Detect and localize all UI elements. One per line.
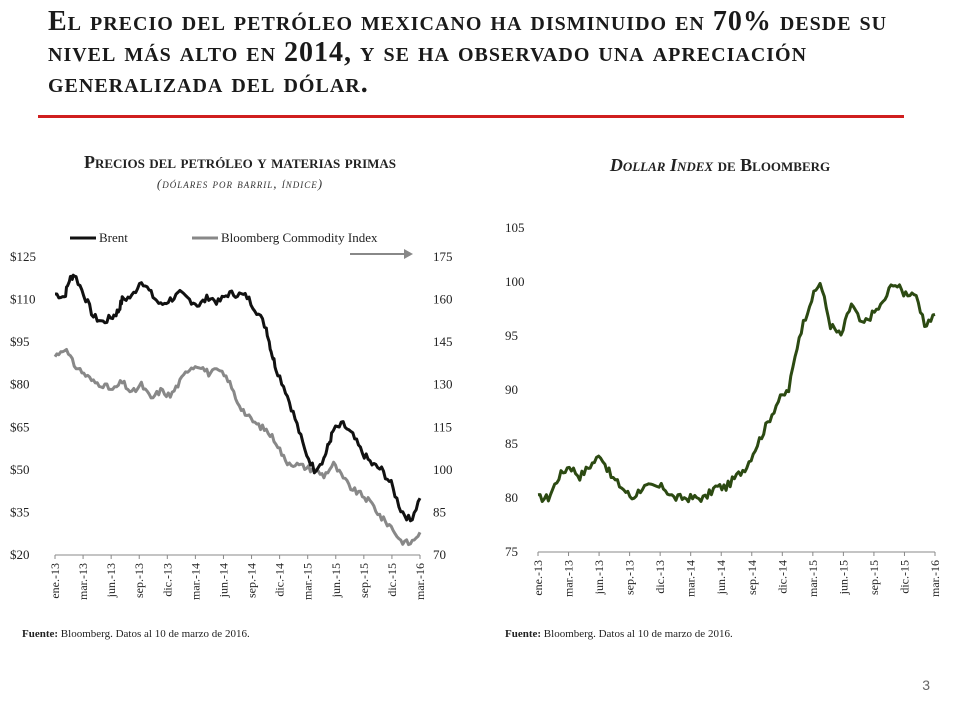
x-tick-label: mar.-14 <box>684 560 698 597</box>
right-y-tick-label: 115 <box>433 419 452 434</box>
left-y-tick-label: $110 <box>10 292 36 307</box>
right-y-tick-label: 70 <box>433 547 446 562</box>
x-tick-label: jun.-13 <box>592 560 606 595</box>
x-tick-label: dic.-14 <box>273 563 287 597</box>
left-y-tick-label: $80 <box>10 377 30 392</box>
x-tick-label: sep.-14 <box>245 563 259 598</box>
right-source-note: Fuente: Bloomberg. Datos al 10 de marzo … <box>505 628 733 640</box>
x-tick-label: sep.-15 <box>867 560 881 595</box>
left-y-tick-label: $20 <box>10 547 30 562</box>
right-y-tick-label: 100 <box>433 462 453 477</box>
y-tick-label: 80 <box>505 490 518 505</box>
left-y-tick-label: $65 <box>10 419 30 434</box>
x-tick-label: mar.-15 <box>806 560 820 597</box>
x-tick-label: jun.-15 <box>836 560 850 595</box>
y-tick-label: 95 <box>505 328 518 343</box>
right-y-tick-label: 160 <box>433 292 453 307</box>
left-y-tick-label: $35 <box>10 504 30 519</box>
page-number: 3 <box>922 677 930 693</box>
dollar-index-chart: 105 100 95 90 85 80 75 ene.-13 mar.-13 jun.-13 sep… <box>505 220 942 597</box>
x-tick-label: mar.-15 <box>301 563 315 600</box>
x-tick-label: jun.-15 <box>329 563 343 598</box>
legend-label-bloomberg-commodity-index: Bloomberg Commodity Index <box>221 230 378 245</box>
y-tick-label: 100 <box>505 274 525 289</box>
right-chart-title: Dollar Index de Bloomberg <box>520 155 920 176</box>
y-tick-label: 75 <box>505 544 518 559</box>
x-tick-label: jun.-14 <box>216 563 230 598</box>
x-tick-label: sep.-14 <box>745 560 759 595</box>
title-divider <box>38 115 904 118</box>
right-source-label: Fuente: <box>505 628 542 640</box>
y-tick-label: 105 <box>505 220 525 235</box>
right-chart-title-italic: Dollar Index <box>609 155 714 175</box>
x-tick-label: mar.-13 <box>562 560 576 597</box>
right-y-tick-label: 130 <box>433 377 453 392</box>
right-y-tick-label: 85 <box>433 504 446 519</box>
y-tick-label: 85 <box>505 436 518 451</box>
left-source-text: Bloomberg. Datos al 10 de marzo de 2016. <box>58 628 250 640</box>
x-tick-label: jun.-13 <box>104 563 118 598</box>
secondary-axis-arrowhead <box>404 249 413 259</box>
x-tick-label: sep.-15 <box>357 563 371 598</box>
oil-commodities-chart: $125 $110 $95 $80 $65 $50 $35 $20 175 160 145 130 11… <box>10 230 453 600</box>
x-tick-label: jun.-14 <box>714 560 728 595</box>
left-chart-title: Precios del petróleo y materias primas <box>83 152 397 172</box>
series-line-bloomberg-commodity-index <box>53 348 422 547</box>
left-y-tick-label: $125 <box>10 249 36 264</box>
y-tick-label: 90 <box>505 382 518 397</box>
slide-title: El precio del petróleo mexicano ha dismi… <box>48 6 888 99</box>
x-tick-label: dic.-13 <box>160 563 174 597</box>
x-tick-label: sep.-13 <box>132 563 146 598</box>
series-line-dollar-index <box>537 281 936 504</box>
left-source-note: Fuente: Bloomberg. Datos al 10 de marzo … <box>22 628 250 640</box>
left-y-tick-label: $50 <box>10 462 30 477</box>
legend-label-brent: Brent <box>99 230 128 245</box>
x-tick-label: dic.-15 <box>385 563 399 597</box>
x-tick-label: mar.-16 <box>413 563 427 600</box>
right-chart-title-rest: de Bloomberg <box>713 155 831 175</box>
left-source-label: Fuente: <box>22 628 59 640</box>
x-tick-label: dic.-15 <box>897 560 911 594</box>
right-y-tick-label: 175 <box>433 249 453 264</box>
left-y-tick-label: $95 <box>10 334 30 349</box>
x-tick-label: ene.-13 <box>531 560 545 596</box>
x-tick-label: mar.-16 <box>928 560 942 597</box>
right-source-text: Bloomberg. Datos al 10 de marzo de 2016. <box>541 628 733 640</box>
x-tick-label: mar.-13 <box>76 563 90 600</box>
right-y-tick-label: 145 <box>433 334 453 349</box>
x-tick-label: dic.-13 <box>653 560 667 594</box>
x-tick-label: dic.-14 <box>775 560 789 594</box>
x-tick-label: mar.-14 <box>188 563 202 600</box>
left-chart-subtitle: (dólares por barril, índice) <box>156 176 324 191</box>
series-line-brent <box>55 273 422 523</box>
x-tick-label: ene.-13 <box>48 563 62 599</box>
x-tick-label: sep.-13 <box>623 560 637 595</box>
